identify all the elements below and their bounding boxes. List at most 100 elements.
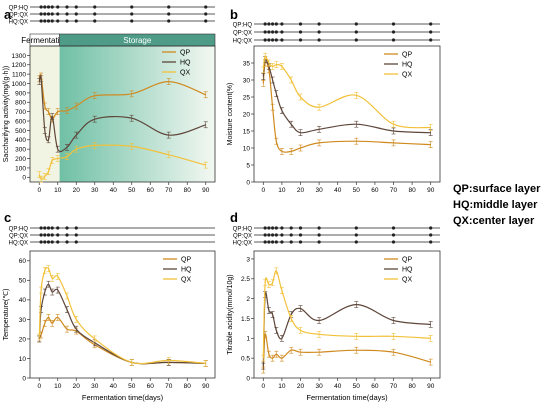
- sig-mark: [167, 12, 171, 16]
- phase-label: Storage: [123, 36, 152, 45]
- y-tick-label: 1200: [12, 62, 27, 69]
- phase-label: Fermentation: [21, 36, 68, 45]
- sig-mark: [39, 240, 43, 244]
- sig-mark: [74, 19, 78, 23]
- y-tick-label: 0: [246, 375, 250, 382]
- sig-mark: [65, 19, 69, 23]
- x-tick-label: 30: [315, 187, 323, 194]
- legend-label: QP: [402, 257, 412, 264]
- series-line-QX: [262, 55, 431, 129]
- sig-mark: [204, 12, 208, 16]
- sig-mark: [39, 19, 43, 23]
- sig-mark: [65, 12, 69, 16]
- y-tick-label: 1: [246, 336, 250, 343]
- sig-row-label: HQ:QX: [9, 240, 28, 246]
- x-tick-label: 50: [353, 187, 361, 194]
- x-tick-label: 60: [371, 187, 379, 194]
- x-tick-label: 30: [91, 187, 99, 194]
- sig-mark: [271, 38, 275, 42]
- sig-mark: [43, 12, 47, 16]
- sig-mark: [298, 22, 303, 26]
- y-tick-label: 25: [243, 94, 251, 101]
- series-line-QP: [38, 73, 207, 120]
- sig-mark: [65, 5, 69, 9]
- sig-mark: [93, 19, 97, 23]
- sig-row-label: HQ:QX: [233, 240, 252, 246]
- sig-mark: [39, 226, 43, 230]
- y-tick-label: 1000: [12, 81, 27, 88]
- sig-mark: [93, 5, 97, 9]
- sig-mark: [56, 12, 60, 16]
- sig-mark: [274, 226, 278, 230]
- y-tick-label: 300: [15, 147, 26, 154]
- x-tick-label: 20: [73, 383, 81, 390]
- x-axis-label: Fermentation time(days): [306, 393, 388, 402]
- y-tick-label: 20: [19, 336, 27, 343]
- x-tick-label: 10: [278, 187, 286, 194]
- x-tick-label: 80: [184, 383, 192, 390]
- sig-mark: [46, 226, 51, 230]
- legend-label: HQ: [402, 267, 413, 274]
- sig-mark: [39, 233, 43, 237]
- sig-mark: [267, 30, 271, 34]
- sig-mark: [50, 233, 54, 237]
- y-tick-label: 10: [243, 145, 251, 152]
- x-axis-label: Fermentation time(days): [82, 393, 164, 402]
- sig-mark: [167, 19, 171, 23]
- sig-mark: [39, 12, 43, 16]
- sig-row-label: QP:QX: [9, 233, 28, 239]
- y-tick-label: 10: [19, 356, 27, 363]
- x-tick-label: 50: [128, 383, 136, 390]
- x-tick-label: 0: [37, 383, 41, 390]
- series-line-HQ: [262, 291, 431, 367]
- panel-letter: c: [4, 210, 11, 225]
- y-tick-label: 1.5: [241, 316, 250, 323]
- x-tick-label: 70: [390, 187, 398, 194]
- y-tick-label: 600: [15, 118, 26, 125]
- y-axis-label: Titrable acidity(mmol/10g): [227, 274, 234, 354]
- x-tick-label: 0: [261, 187, 265, 194]
- panel-b: bQP:HQ QP:QX HQ:QX 0 5 10 15 20 25 30 35 0 10 20 30 40 5…: [227, 7, 441, 194]
- x-tick-label: 60: [147, 187, 155, 194]
- x-tick-label: 20: [297, 383, 305, 390]
- sig-mark: [391, 240, 396, 244]
- sig-mark: [274, 22, 278, 26]
- sig-mark: [43, 5, 47, 9]
- sig-mark: [317, 38, 321, 42]
- sig-mark: [267, 240, 271, 244]
- y-tick-label: 700: [15, 109, 26, 116]
- plot-frame: [29, 250, 216, 379]
- sig-mark: [317, 226, 321, 230]
- y-tick-label: 5: [246, 162, 250, 169]
- legend-label: QX: [181, 277, 191, 284]
- y-tick-label: 1100: [12, 72, 26, 79]
- x-tick-label: 60: [147, 383, 155, 390]
- series-line-QP: [262, 333, 431, 371]
- y-tick-label: 200: [15, 156, 26, 163]
- sig-mark: [391, 22, 396, 26]
- y-tick-label: 500: [15, 128, 26, 135]
- sig-mark: [354, 240, 358, 244]
- sig-row-label: QP:QX: [233, 233, 252, 239]
- sig-mark: [263, 233, 267, 237]
- y-tick-label: 3: [246, 256, 250, 263]
- panel-letter: b: [230, 7, 238, 22]
- sig-mark: [391, 226, 396, 230]
- sig-mark: [429, 240, 433, 244]
- sig-mark: [50, 5, 54, 9]
- x-tick-label: 40: [334, 187, 342, 194]
- figure-note-line-2: HQ:middle layer: [453, 199, 538, 211]
- x-tick-label: 40: [110, 383, 118, 390]
- sig-mark: [74, 12, 78, 16]
- sig-mark: [429, 38, 433, 42]
- sig-mark: [271, 22, 275, 26]
- x-tick-label: 40: [334, 383, 342, 390]
- sig-mark: [56, 240, 60, 244]
- x-tick-label: 80: [408, 383, 416, 390]
- sig-mark: [271, 226, 275, 230]
- y-tick-label: 0: [22, 375, 26, 382]
- y-tick-label: 1300: [12, 53, 27, 60]
- sig-mark: [263, 22, 267, 26]
- sig-mark: [56, 5, 60, 9]
- sig-mark: [50, 19, 54, 23]
